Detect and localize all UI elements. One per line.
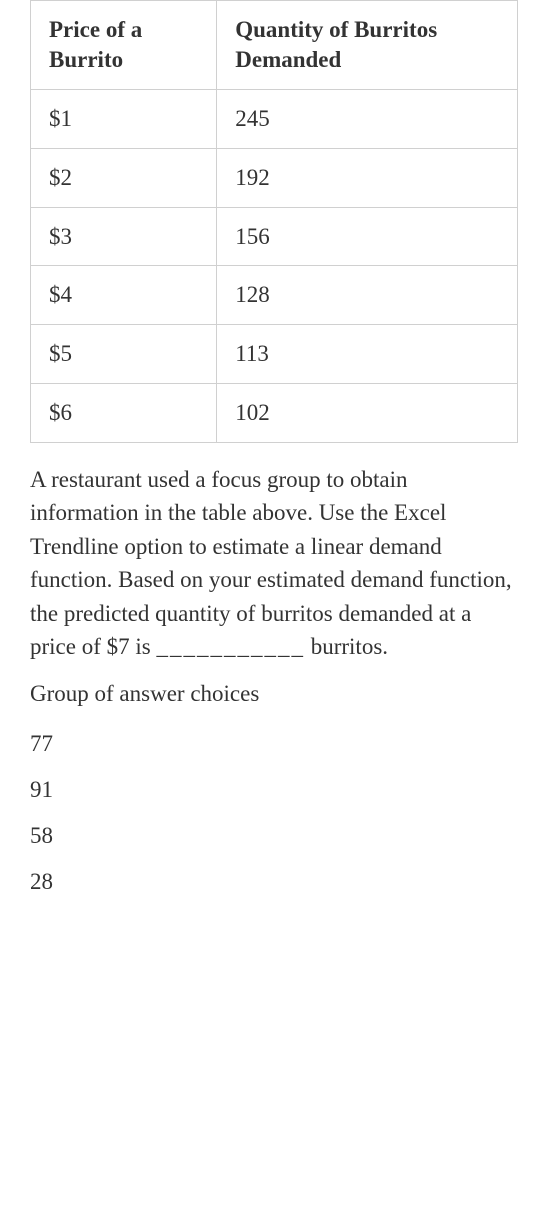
quantity-cell: 192 bbox=[217, 148, 518, 207]
table-row: $1 245 bbox=[31, 89, 518, 148]
price-cell: $3 bbox=[31, 207, 217, 266]
choice-option[interactable]: 28 bbox=[30, 859, 518, 905]
col-header-quantity: Quantity of Burritos Demanded bbox=[217, 1, 518, 90]
question-after-blank: burritos. bbox=[305, 634, 388, 659]
choice-option[interactable]: 77 bbox=[30, 721, 518, 767]
table-header-row: Price of a Burrito Quantity of Burritos … bbox=[31, 1, 518, 90]
table-row: $5 113 bbox=[31, 325, 518, 384]
price-cell: $2 bbox=[31, 148, 217, 207]
burrito-demand-table: Price of a Burrito Quantity of Burritos … bbox=[30, 0, 518, 443]
answer-choices-label: Group of answer choices bbox=[30, 681, 518, 707]
quantity-cell: 113 bbox=[217, 325, 518, 384]
choice-option[interactable]: 91 bbox=[30, 767, 518, 813]
choice-option[interactable]: 58 bbox=[30, 813, 518, 859]
quantity-cell: 102 bbox=[217, 384, 518, 443]
table-row: $3 156 bbox=[31, 207, 518, 266]
table-row: $6 102 bbox=[31, 384, 518, 443]
quantity-cell: 128 bbox=[217, 266, 518, 325]
fill-blank: ___________ bbox=[156, 634, 305, 659]
price-cell: $1 bbox=[31, 89, 217, 148]
col-header-price: Price of a Burrito bbox=[31, 1, 217, 90]
table-row: $2 192 bbox=[31, 148, 518, 207]
question-text: A restaurant used a focus group to obtai… bbox=[30, 463, 518, 663]
quantity-cell: 245 bbox=[217, 89, 518, 148]
price-cell: $5 bbox=[31, 325, 217, 384]
price-cell: $6 bbox=[31, 384, 217, 443]
price-cell: $4 bbox=[31, 266, 217, 325]
quantity-cell: 156 bbox=[217, 207, 518, 266]
answer-choices: 77 91 58 28 bbox=[30, 721, 518, 905]
table-row: $4 128 bbox=[31, 266, 518, 325]
question-before-blank: A restaurant used a focus group to obtai… bbox=[30, 467, 512, 659]
